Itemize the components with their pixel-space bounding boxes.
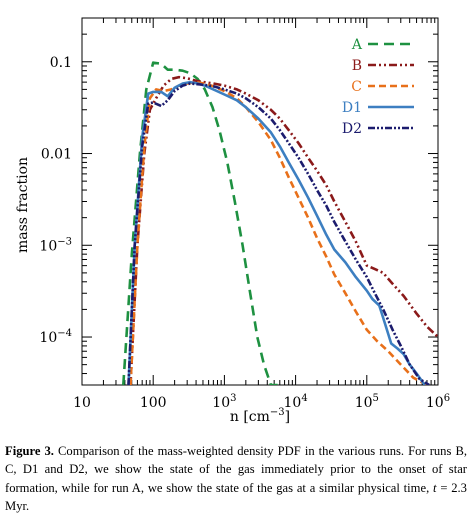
series-line-b	[129, 75, 438, 385]
series-line-a	[122, 61, 278, 385]
caption-time-variable: t	[433, 480, 437, 495]
x-tick-label: 10	[73, 395, 91, 411]
caption-text: Comparison of the mass-weighted density …	[5, 444, 467, 495]
legend-label-b: B	[352, 58, 362, 74]
series-lines	[122, 61, 438, 385]
x-axis-label: n [cm−3]	[230, 407, 290, 425]
x-tick-label: 106	[426, 393, 450, 411]
y-tick-label: 10−4	[39, 328, 72, 346]
legend-label-d1: D1	[342, 100, 362, 116]
y-tick-label: 0.01	[41, 147, 72, 163]
series-line-d2	[127, 82, 430, 385]
y-tick-label: 0.1	[50, 55, 72, 71]
legend-label-c: C	[351, 79, 362, 95]
legend-label-d2: D2	[342, 121, 362, 137]
y-axis-label: mass fraction	[15, 157, 31, 253]
x-tick-label: 105	[355, 393, 379, 411]
figure-caption: Figure 3. Comparison of the mass-weighte…	[5, 442, 467, 516]
caption-time-value: = 2.3 Myr.	[5, 480, 467, 514]
axis-ticks	[81, 18, 438, 386]
y-tick-label: 10−3	[39, 236, 72, 254]
tick-labels: 10 100 103 104 105 106 0.1 0.01 10−3 10−4	[39, 55, 450, 411]
legend-label-a: A	[351, 37, 363, 53]
x-tick-label: 104	[283, 393, 307, 411]
x-tick-label: 103	[212, 393, 236, 411]
caption-label: Figure 3.	[5, 444, 54, 458]
legend: ABC D1 D2	[342, 37, 414, 137]
x-tick-label: 100	[140, 395, 167, 411]
density-pdf-chart: ABC D1 D2 10 100 103 104 105 106 0.1 0.01 10−3 10−4…	[15, 17, 450, 425]
series-line-d1	[127, 80, 426, 385]
